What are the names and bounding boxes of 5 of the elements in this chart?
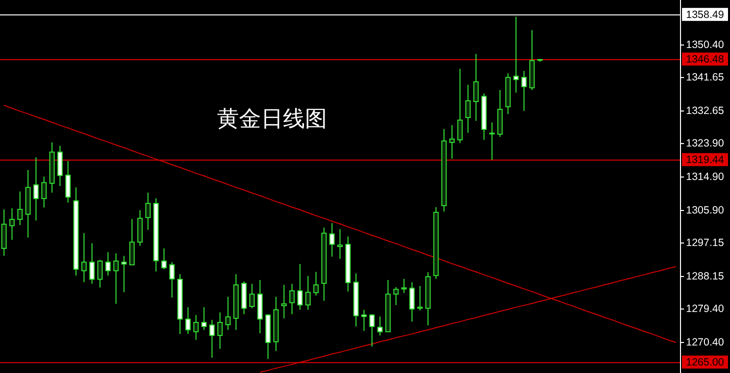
title: 黄金日线图 [217,107,327,132]
ref-line-label: 1319.44 [686,154,724,166]
ref-line-label: 1265.00 [686,356,724,369]
ref-line-label: 1346.48 [686,54,724,66]
ref-line-label: 1358.49 [686,8,724,21]
